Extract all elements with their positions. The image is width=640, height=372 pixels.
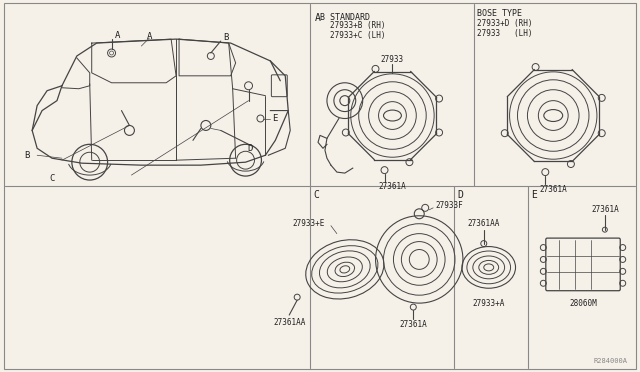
Text: 27933+D (RH): 27933+D (RH) — [477, 19, 532, 28]
Text: D: D — [457, 190, 463, 200]
Text: 27933F: 27933F — [435, 201, 463, 210]
Text: 27933+A: 27933+A — [472, 299, 505, 308]
Text: B: B — [224, 33, 229, 42]
Text: 27361AA: 27361AA — [273, 318, 305, 327]
Text: 27361A: 27361A — [540, 186, 567, 195]
Text: R284000A: R284000A — [594, 357, 628, 364]
Text: B STANDARD: B STANDARD — [320, 13, 370, 22]
Text: C: C — [313, 190, 319, 200]
Text: A: A — [115, 31, 120, 40]
Text: D: D — [248, 144, 253, 153]
Text: 27933+B (RH): 27933+B (RH) — [330, 21, 385, 30]
Text: E: E — [273, 114, 278, 123]
Text: 27361A: 27361A — [399, 320, 427, 330]
Text: 27933: 27933 — [381, 55, 404, 64]
Text: 27361A: 27361A — [591, 205, 619, 214]
Text: 28060M: 28060M — [569, 299, 597, 308]
Text: C: C — [49, 174, 54, 183]
Text: E: E — [531, 190, 538, 200]
Text: 27933+C (LH): 27933+C (LH) — [330, 31, 385, 40]
Text: 27361AA: 27361AA — [468, 219, 500, 228]
Text: BOSE TYPE: BOSE TYPE — [477, 9, 522, 18]
Text: B: B — [24, 151, 30, 160]
Text: A: A — [147, 32, 152, 41]
Text: A: A — [315, 13, 321, 23]
Text: 27933+E: 27933+E — [292, 219, 325, 228]
Text: 27361A: 27361A — [379, 183, 406, 192]
Text: 27933   (LH): 27933 (LH) — [477, 29, 532, 38]
